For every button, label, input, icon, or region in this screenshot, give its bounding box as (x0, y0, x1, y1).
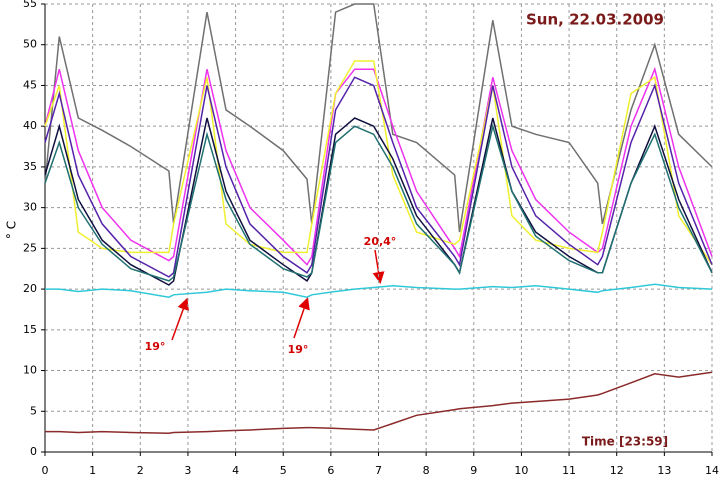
y-tick-label: 15 (23, 323, 37, 336)
x-tick-label: 7 (375, 464, 382, 477)
x-tick-label: 10 (514, 464, 528, 477)
x-tick-label: 11 (562, 464, 576, 477)
x-tick-label: 5 (280, 464, 287, 477)
x-tick-label: 2 (137, 464, 144, 477)
arrow (171, 297, 189, 341)
y-tick-label: 45 (23, 78, 37, 91)
x-tick-label: 9 (470, 464, 477, 477)
x-tick-label: 3 (184, 464, 191, 477)
chart-title: Sun, 22.03.2009 (526, 11, 664, 29)
y-tick-label: 40 (23, 119, 37, 132)
y-tick-label: 0 (30, 445, 37, 458)
y-tick-label: 20 (23, 282, 37, 295)
x-tick-label: 0 (42, 464, 49, 477)
annotation: 20,4° (364, 235, 397, 248)
y-tick-label: 25 (23, 241, 37, 254)
x-tick-label: 14 (705, 464, 719, 477)
y-axis-label: ° C (5, 221, 19, 239)
x-tick-label: 8 (423, 464, 430, 477)
series-line (44, 76, 713, 278)
arrow (372, 249, 385, 284)
y-tick-label: 55 (23, 0, 37, 10)
arrow (293, 297, 310, 339)
x-tick-label: 4 (232, 464, 239, 477)
series-line (45, 371, 713, 435)
x-tick-label: 6 (327, 464, 334, 477)
series-line (44, 123, 713, 282)
x-tick-label: 1 (89, 464, 96, 477)
x-axis-label: Time [23:59] (582, 435, 668, 449)
y-tick-label: 30 (23, 201, 37, 214)
x-tick-label: 13 (657, 464, 671, 477)
y-tick-label: 10 (23, 364, 37, 377)
series-line (44, 3, 713, 233)
series-line (45, 283, 713, 298)
series-line (44, 60, 713, 266)
y-tick-label: 35 (23, 160, 37, 173)
annotation: 19° (145, 340, 166, 353)
x-tick-label: 12 (610, 464, 624, 477)
y-tick-label: 50 (23, 38, 37, 51)
y-tick-label: 5 (30, 404, 37, 417)
annotation: 19° (288, 343, 309, 356)
